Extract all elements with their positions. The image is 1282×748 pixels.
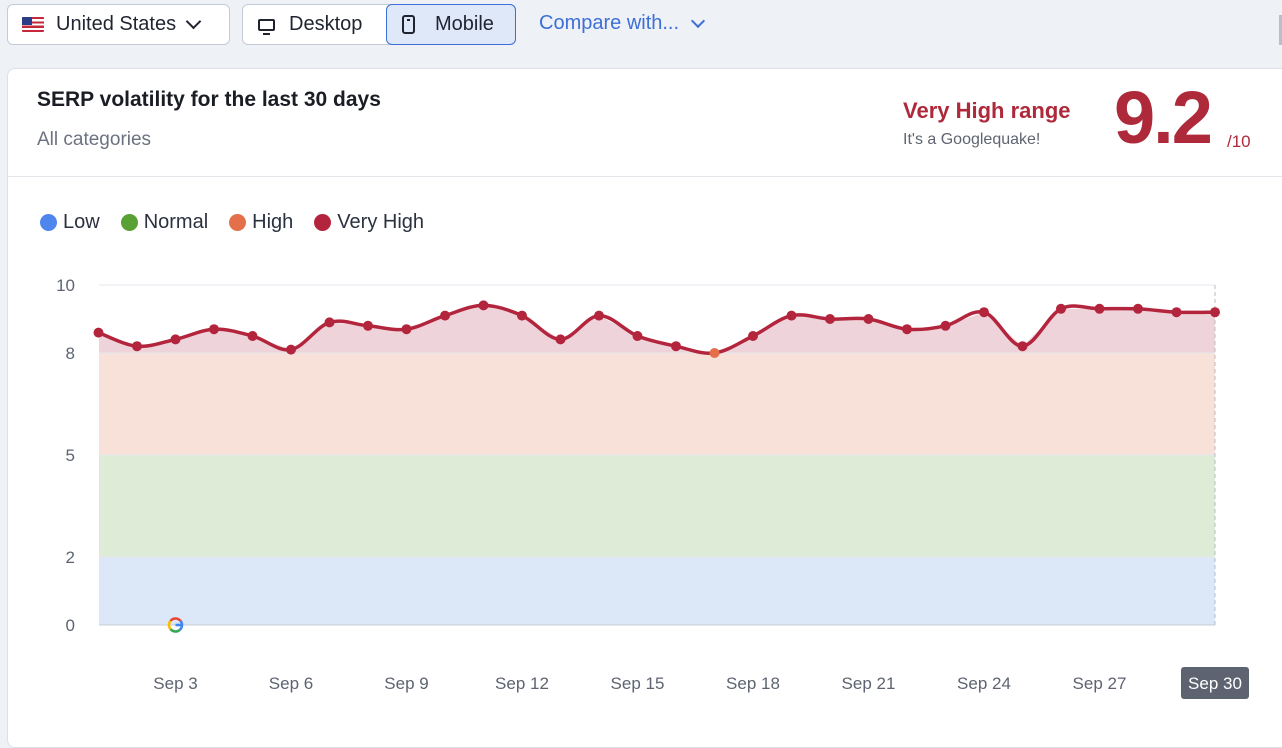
y-tick-label: 0 [66, 616, 75, 635]
x-tick-label: Sep 9 [384, 674, 428, 693]
data-point [709, 348, 720, 358]
data-point [401, 324, 412, 335]
y-tick-label: 2 [66, 548, 75, 567]
data-point [863, 314, 874, 324]
desktop-button[interactable]: Desktop [243, 5, 386, 44]
x-tick-label: Sep 3 [153, 674, 197, 693]
x-tick-label: Sep 24 [957, 674, 1011, 693]
data-point [1133, 303, 1143, 314]
data-point [555, 334, 566, 345]
volatility-chart: 0 2 5 8 10 Sep 3 Sep 6 Sep 9 Sep 12 Sep 15 Sep 18 S… [56, 276, 1249, 699]
legend-label: Very High [337, 211, 425, 233]
range-note: It's a Googlequake! [903, 131, 1041, 148]
data-point [93, 327, 104, 338]
range-label: Very High range [903, 98, 1071, 123]
legend-label: Normal [143, 211, 209, 233]
data-point [363, 320, 373, 331]
legend-dot-very-high [314, 214, 332, 231]
volatility-score: 9.2 [1114, 76, 1213, 159]
highlighted-x-label-bg [1181, 667, 1249, 699]
data-point [286, 344, 296, 355]
data-point [324, 317, 335, 328]
compare-label: Compare with... [539, 12, 680, 34]
data-point [209, 324, 219, 335]
data-point [748, 331, 758, 341]
y-tick-label: 8 [66, 344, 75, 363]
legend-dot-normal [120, 214, 138, 231]
data-point [247, 331, 258, 341]
x-tick-label: Sep 15 [611, 674, 665, 693]
data-point [440, 310, 450, 321]
google-marker-arc [167, 619, 172, 631]
data-point [825, 314, 835, 324]
data-point [1094, 303, 1105, 314]
data-point [671, 341, 681, 352]
data-point [1210, 307, 1220, 318]
card-title: SERP volatility for the last 30 days [37, 88, 381, 111]
score-max: /10 [1227, 132, 1251, 151]
x-tick-label: Sep 27 [1073, 674, 1127, 693]
google-marker-arc [169, 628, 181, 633]
x-tick-label: Sep 6 [269, 674, 313, 693]
google-update-marker-icon[interactable] [167, 617, 184, 633]
x-tick-label: Sep 18 [726, 674, 780, 693]
y-tick-label: 5 [66, 446, 75, 465]
legend-label: High [252, 211, 294, 233]
data-point [170, 334, 181, 345]
data-point [940, 320, 951, 331]
legend-label: Low [63, 211, 100, 233]
google-marker-arc [169, 617, 182, 622]
data-point [517, 310, 527, 321]
card-header: SERP volatility for the last 30 days All… [8, 69, 1282, 177]
data-point [786, 310, 797, 321]
data-point [632, 331, 643, 341]
band-high [99, 353, 1215, 455]
area-above-line [98, 285, 1215, 353]
legend-item-normal[interactable]: Normal [120, 211, 209, 234]
data-point [478, 300, 489, 311]
data-point [1017, 341, 1028, 352]
card-subtitle: All categories [37, 129, 152, 150]
legend-dot-low [40, 214, 57, 231]
monitor-icon [258, 18, 275, 35]
chart-legend: Low Normal High Very High [40, 211, 445, 234]
band-normal [99, 455, 1215, 557]
x-tick-label: Sep 21 [842, 674, 896, 693]
desktop-label: Desktop [289, 13, 363, 35]
scrollbar[interactable] [1279, 15, 1282, 45]
x-tick-label: Sep 12 [495, 674, 549, 693]
y-tick-label: 10 [56, 276, 75, 295]
data-point [1171, 307, 1182, 318]
x-tick-label: Sep 30 [1188, 674, 1242, 693]
compare-with-dropdown[interactable]: Compare with... [539, 12, 706, 35]
mobile-button[interactable]: Mobile [386, 3, 516, 45]
legend-dot-high [229, 214, 247, 231]
band-low [99, 557, 1215, 625]
data-point [132, 341, 142, 352]
data-point [1056, 303, 1066, 314]
phone-icon [402, 14, 415, 34]
data-point [979, 307, 989, 318]
legend-item-high[interactable]: High [229, 211, 293, 234]
us-flag-icon [22, 17, 44, 32]
country-selector[interactable]: United States [7, 4, 230, 45]
data-point [902, 324, 912, 335]
toolbar: United States Desktop Mobile Compare wit… [0, 0, 1282, 50]
country-label: United States [56, 13, 177, 35]
mobile-label: Mobile [435, 12, 494, 35]
legend-item-low[interactable]: Low [40, 211, 100, 234]
device-toggle: Desktop Mobile [242, 3, 516, 45]
data-point [594, 310, 604, 321]
legend-item-very-high[interactable]: Very High [314, 211, 424, 234]
